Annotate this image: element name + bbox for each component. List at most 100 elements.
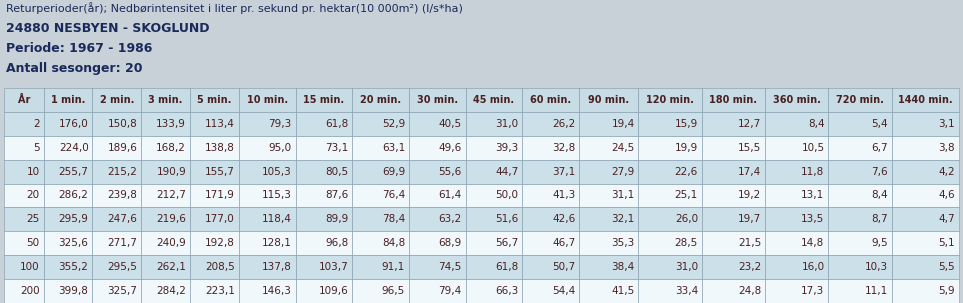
Text: 10,5: 10,5 bbox=[801, 143, 824, 153]
Text: 192,8: 192,8 bbox=[205, 238, 235, 248]
Text: 17,3: 17,3 bbox=[801, 286, 824, 296]
Text: 32,1: 32,1 bbox=[612, 215, 635, 225]
Bar bbox=[142, 88, 190, 112]
Bar bbox=[239, 136, 296, 160]
Bar bbox=[409, 208, 466, 231]
Text: 190,9: 190,9 bbox=[156, 167, 186, 177]
Text: 113,4: 113,4 bbox=[205, 119, 235, 129]
Bar bbox=[765, 184, 828, 208]
Text: 171,9: 171,9 bbox=[205, 191, 235, 201]
Text: 30 min.: 30 min. bbox=[417, 95, 457, 105]
Text: 45 min.: 45 min. bbox=[474, 95, 514, 105]
Bar bbox=[239, 112, 296, 136]
Bar bbox=[296, 88, 352, 112]
Text: 177,0: 177,0 bbox=[205, 215, 235, 225]
Text: 146,3: 146,3 bbox=[262, 286, 292, 296]
Bar bbox=[522, 231, 579, 255]
Text: 120 min.: 120 min. bbox=[646, 95, 694, 105]
Bar bbox=[892, 136, 959, 160]
Text: 325,7: 325,7 bbox=[108, 286, 138, 296]
Bar bbox=[892, 208, 959, 231]
Bar bbox=[142, 231, 190, 255]
Bar bbox=[409, 231, 466, 255]
Text: 150,8: 150,8 bbox=[108, 119, 138, 129]
Text: 69,9: 69,9 bbox=[382, 167, 405, 177]
Text: 52,9: 52,9 bbox=[382, 119, 405, 129]
Text: 44,7: 44,7 bbox=[495, 167, 518, 177]
Bar bbox=[190, 160, 239, 184]
Bar bbox=[296, 136, 352, 160]
Bar bbox=[43, 160, 92, 184]
Text: 60 min.: 60 min. bbox=[531, 95, 571, 105]
Text: 41,3: 41,3 bbox=[552, 191, 575, 201]
Bar bbox=[352, 112, 409, 136]
Bar bbox=[409, 279, 466, 303]
Bar bbox=[702, 184, 765, 208]
Text: 5,4: 5,4 bbox=[872, 119, 888, 129]
Bar bbox=[142, 112, 190, 136]
Bar bbox=[702, 112, 765, 136]
Bar bbox=[579, 160, 638, 184]
Text: 50,7: 50,7 bbox=[552, 262, 575, 272]
Text: 61,4: 61,4 bbox=[438, 191, 462, 201]
Text: 68,9: 68,9 bbox=[438, 238, 462, 248]
Text: 168,2: 168,2 bbox=[156, 143, 186, 153]
Bar bbox=[239, 208, 296, 231]
Text: 138,8: 138,8 bbox=[205, 143, 235, 153]
Bar bbox=[702, 160, 765, 184]
Bar bbox=[579, 136, 638, 160]
Text: 79,3: 79,3 bbox=[269, 119, 292, 129]
Bar bbox=[4, 88, 43, 112]
Bar bbox=[828, 184, 892, 208]
Text: 31,1: 31,1 bbox=[612, 191, 635, 201]
Text: 7,6: 7,6 bbox=[872, 167, 888, 177]
Text: 100: 100 bbox=[20, 262, 39, 272]
Text: 14,8: 14,8 bbox=[801, 238, 824, 248]
Text: 27,9: 27,9 bbox=[612, 167, 635, 177]
Bar bbox=[4, 279, 43, 303]
Bar bbox=[579, 208, 638, 231]
Bar bbox=[579, 184, 638, 208]
Bar bbox=[92, 255, 142, 279]
Bar bbox=[92, 184, 142, 208]
Bar bbox=[92, 160, 142, 184]
Text: 224,0: 224,0 bbox=[59, 143, 89, 153]
Text: 11,1: 11,1 bbox=[865, 286, 888, 296]
Text: 4,6: 4,6 bbox=[939, 191, 955, 201]
Bar bbox=[638, 160, 702, 184]
Text: 21,5: 21,5 bbox=[738, 238, 761, 248]
Text: 74,5: 74,5 bbox=[438, 262, 462, 272]
Bar bbox=[409, 88, 466, 112]
Bar bbox=[522, 255, 579, 279]
Bar bbox=[765, 279, 828, 303]
Text: 61,8: 61,8 bbox=[495, 262, 518, 272]
Text: 189,6: 189,6 bbox=[108, 143, 138, 153]
Text: 10: 10 bbox=[27, 167, 39, 177]
Bar bbox=[190, 279, 239, 303]
Text: 39,3: 39,3 bbox=[495, 143, 518, 153]
Bar bbox=[579, 279, 638, 303]
Text: 66,3: 66,3 bbox=[495, 286, 518, 296]
Text: 8,4: 8,4 bbox=[872, 191, 888, 201]
Bar bbox=[522, 160, 579, 184]
Text: 25,1: 25,1 bbox=[675, 191, 698, 201]
Text: 2 min.: 2 min. bbox=[99, 95, 134, 105]
Text: 4,7: 4,7 bbox=[939, 215, 955, 225]
Text: 1 min.: 1 min. bbox=[51, 95, 85, 105]
Text: 55,6: 55,6 bbox=[438, 167, 462, 177]
Text: 240,9: 240,9 bbox=[156, 238, 186, 248]
Bar bbox=[892, 255, 959, 279]
Bar bbox=[765, 88, 828, 112]
Bar bbox=[352, 184, 409, 208]
Bar bbox=[828, 136, 892, 160]
Text: 15 min.: 15 min. bbox=[303, 95, 345, 105]
Text: 355,2: 355,2 bbox=[59, 262, 89, 272]
Text: 78,4: 78,4 bbox=[382, 215, 405, 225]
Bar bbox=[296, 160, 352, 184]
Bar bbox=[92, 231, 142, 255]
Text: 212,7: 212,7 bbox=[156, 191, 186, 201]
Bar bbox=[296, 208, 352, 231]
Bar bbox=[92, 208, 142, 231]
Bar bbox=[466, 255, 522, 279]
Bar bbox=[892, 231, 959, 255]
